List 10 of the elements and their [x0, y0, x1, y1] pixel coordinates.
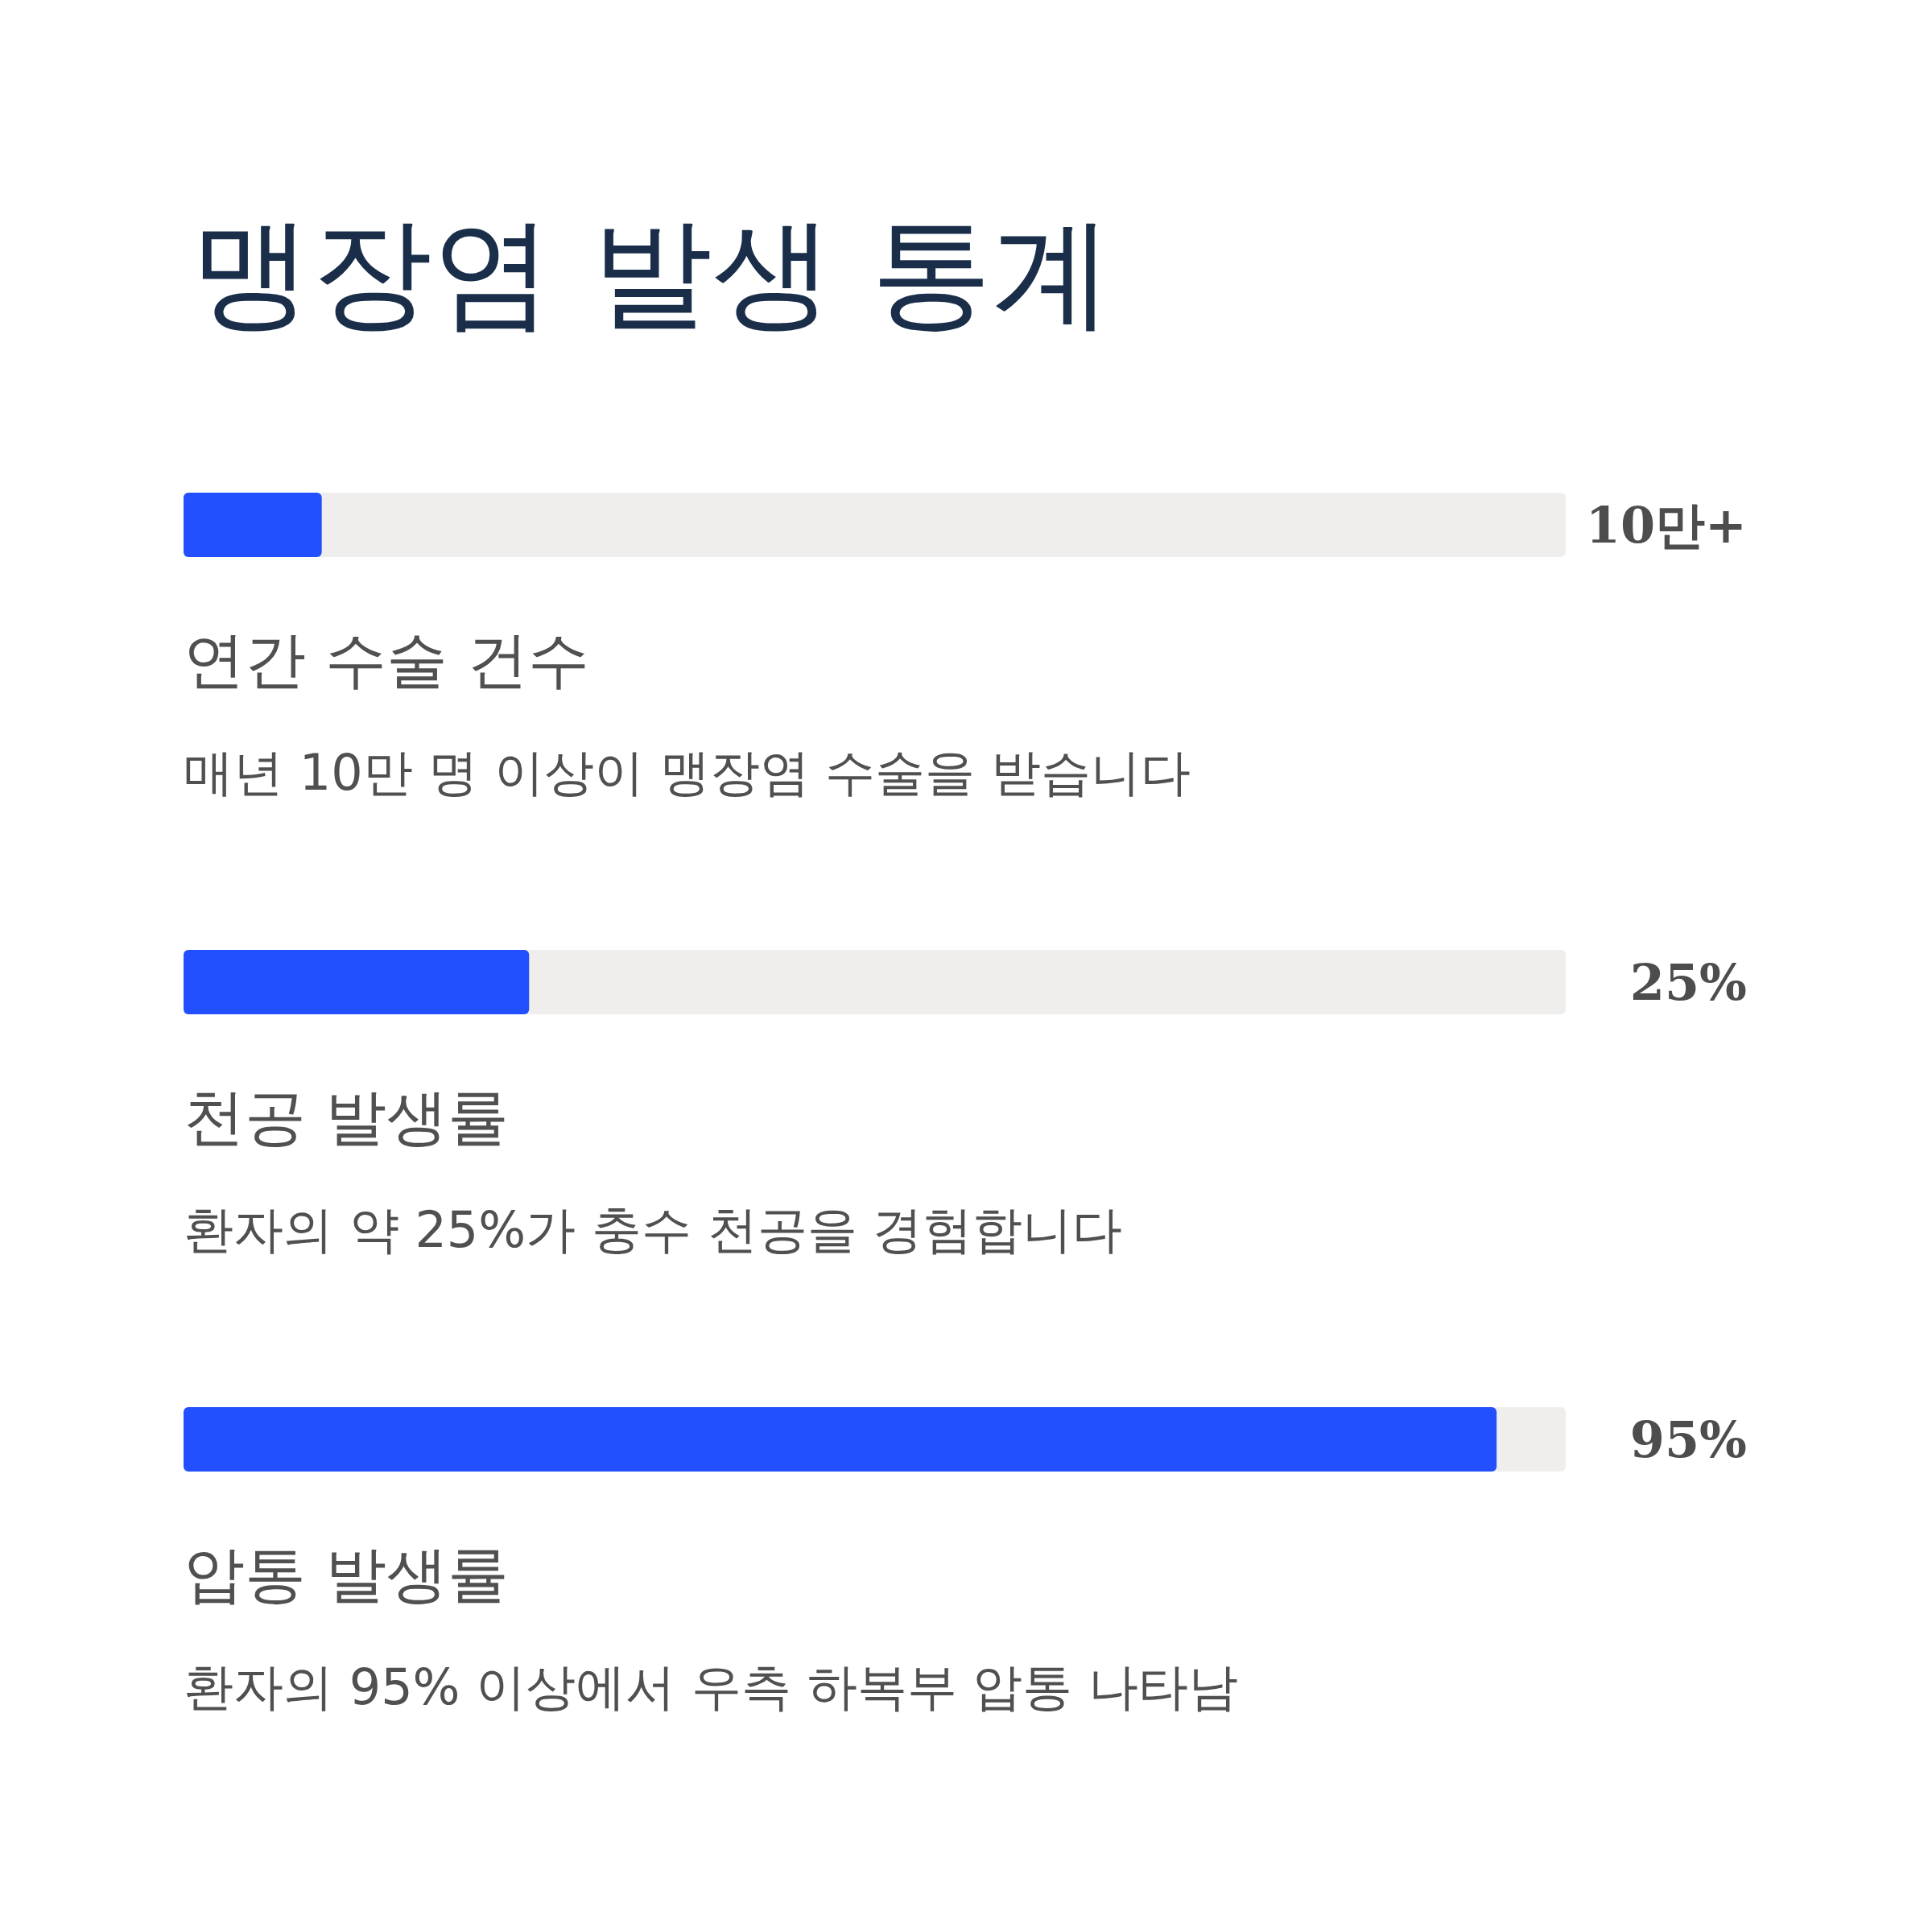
annotation: 매년 10만 명 이상이 맹장염 수술을 받습니다	[184, 742, 1191, 802]
data-label: 25%	[1629, 952, 1747, 1012]
chart-title: 맹장염 발생 통계	[191, 202, 1113, 342]
y-tick-label: 압통 발생률	[184, 1538, 510, 1610]
data-label: 10만+	[1585, 495, 1747, 555]
y-tick-label: 연간 수술 건수	[184, 623, 590, 696]
annotation: 환자의 약 25%가 충수 천공을 경험합니다	[184, 1199, 1123, 1259]
data-label: 95%	[1629, 1410, 1747, 1469]
annotation: 환자의 95% 이상에서 우측 하복부 압통 나타남	[184, 1657, 1239, 1716]
y-tick-label: 천공 발생률	[184, 1080, 510, 1153]
